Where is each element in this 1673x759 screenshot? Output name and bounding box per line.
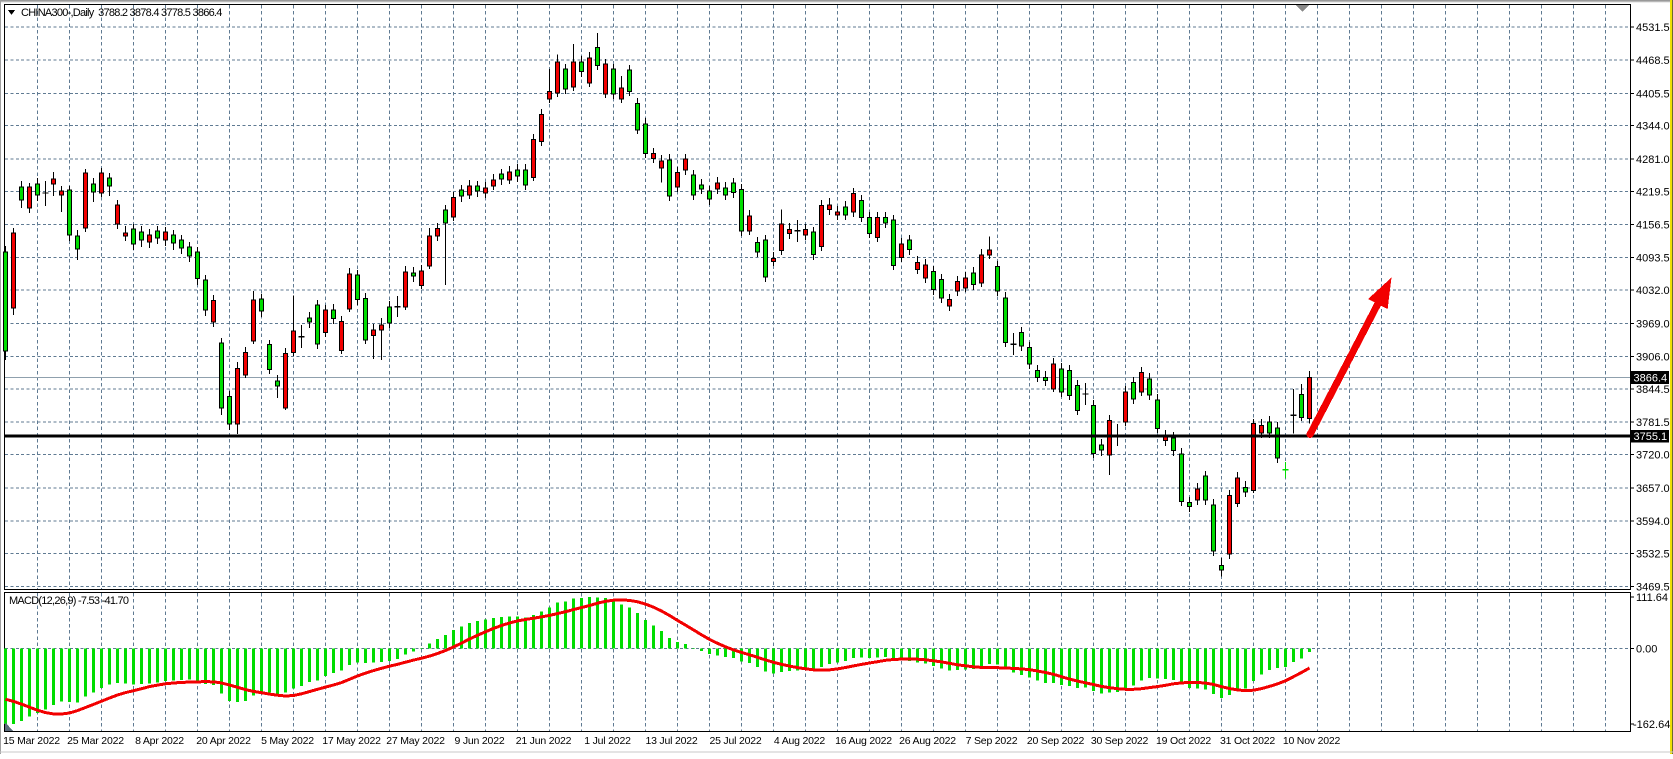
svg-text:4344.0: 4344.0 (1636, 121, 1670, 133)
svg-text:3469.5: 3469.5 (1636, 582, 1670, 594)
svg-text:26 Aug 2022: 26 Aug 2022 (899, 735, 956, 747)
svg-text:3755.1: 3755.1 (1634, 431, 1668, 443)
svg-text:0.00: 0.00 (1636, 644, 1657, 656)
svg-text:4032.0: 4032.0 (1636, 285, 1670, 297)
svg-text:4156.5: 4156.5 (1636, 220, 1670, 232)
svg-text:4468.5: 4468.5 (1636, 55, 1670, 67)
svg-text:CHINA300-,Daily 3788.2 3878.4: CHINA300-,Daily 3788.2 3878.4 3778.5 386… (21, 7, 222, 19)
svg-text:3844.5: 3844.5 (1636, 384, 1670, 396)
svg-text:3781.5: 3781.5 (1636, 417, 1670, 429)
svg-text:25 Mar 2022: 25 Mar 2022 (67, 735, 124, 747)
svg-text:MACD(12,26,9) -7.53 -41.70: MACD(12,26,9) -7.53 -41.70 (9, 595, 129, 607)
svg-text:4219.5: 4219.5 (1636, 186, 1670, 198)
svg-text:5 May 2022: 5 May 2022 (261, 735, 314, 747)
svg-text:3532.5: 3532.5 (1636, 548, 1670, 560)
svg-text:4093.5: 4093.5 (1636, 253, 1670, 265)
svg-text:3657.0: 3657.0 (1636, 483, 1670, 495)
svg-text:15 Mar 2022: 15 Mar 2022 (3, 735, 60, 747)
svg-text:-162.64: -162.64 (1633, 719, 1670, 731)
svg-text:31 Oct 2022: 31 Oct 2022 (1220, 735, 1275, 747)
svg-text:25 Jul 2022: 25 Jul 2022 (709, 735, 761, 747)
svg-text:9 Jun 2022: 9 Jun 2022 (455, 735, 505, 747)
svg-text:4531.5: 4531.5 (1636, 22, 1670, 34)
svg-text:20 Sep 2022: 20 Sep 2022 (1027, 735, 1085, 747)
svg-text:10 Nov 2022: 10 Nov 2022 (1283, 735, 1341, 747)
svg-text:4405.5: 4405.5 (1636, 88, 1670, 100)
svg-text:17 May 2022: 17 May 2022 (322, 735, 381, 747)
svg-text:3906.0: 3906.0 (1636, 352, 1670, 364)
svg-text:3866.4: 3866.4 (1634, 372, 1668, 384)
svg-text:16 Aug 2022: 16 Aug 2022 (835, 735, 892, 747)
svg-text:7 Sep 2022: 7 Sep 2022 (966, 735, 1018, 747)
svg-text:19 Oct 2022: 19 Oct 2022 (1156, 735, 1211, 747)
svg-text:1 Jul 2022: 1 Jul 2022 (584, 735, 631, 747)
svg-text:3720.0: 3720.0 (1636, 450, 1670, 462)
svg-text:3594.0: 3594.0 (1636, 516, 1670, 528)
svg-text:4281.0: 4281.0 (1636, 154, 1670, 166)
svg-text:4 Aug 2022: 4 Aug 2022 (774, 735, 825, 747)
svg-text:27 May 2022: 27 May 2022 (386, 735, 445, 747)
svg-text:8 Apr 2022: 8 Apr 2022 (135, 735, 184, 747)
svg-text:30 Sep 2022: 30 Sep 2022 (1091, 735, 1149, 747)
svg-text:111.64: 111.64 (1636, 592, 1668, 604)
svg-text:20 Apr 2022: 20 Apr 2022 (196, 735, 251, 747)
svg-text:21 Jun 2022: 21 Jun 2022 (516, 735, 572, 747)
svg-text:13 Jul 2022: 13 Jul 2022 (645, 735, 697, 747)
svg-text:3969.0: 3969.0 (1636, 318, 1670, 330)
